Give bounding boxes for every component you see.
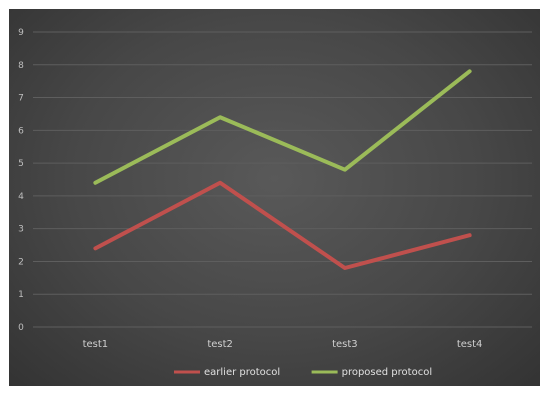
series-line-earlier-protocol — [93, 180, 472, 270]
line-chart: 0 1 2 3 4 5 6 7 8 9 test1 test2 test3 test4 earlier … — [18, 28, 532, 378]
x-tick-label: test4 — [457, 339, 483, 350]
y-tick-label: 8 — [18, 61, 24, 71]
legend: earlier protocol proposed protocol — [174, 367, 432, 378]
x-tick-label: test3 — [332, 339, 358, 350]
y-tick-label: 2 — [18, 257, 24, 267]
y-tick-label: 5 — [18, 159, 24, 169]
gridlines — [33, 31, 532, 328]
y-tick-label: 1 — [18, 290, 24, 300]
legend-label: proposed protocol — [342, 367, 433, 378]
y-tick-label: 0 — [18, 323, 24, 333]
x-axis-tick-labels: test1 test2 test3 test4 — [83, 339, 483, 350]
x-tick-label: test1 — [83, 339, 109, 350]
y-tick-label: 4 — [18, 192, 24, 202]
chart-area: 0 1 2 3 4 5 6 7 8 9 test1 test2 test3 test4 earlier … — [9, 9, 540, 386]
x-tick-label: test2 — [207, 339, 233, 350]
legend-label: earlier protocol — [204, 367, 280, 378]
y-tick-label: 3 — [18, 225, 24, 235]
y-axis-tick-labels: 0 1 2 3 4 5 6 7 8 9 — [18, 28, 24, 333]
y-tick-label: 6 — [18, 126, 24, 136]
series-lines — [93, 69, 472, 270]
series-line-proposed-protocol — [93, 69, 472, 185]
y-tick-label: 9 — [18, 28, 24, 38]
y-tick-label: 7 — [18, 94, 24, 104]
